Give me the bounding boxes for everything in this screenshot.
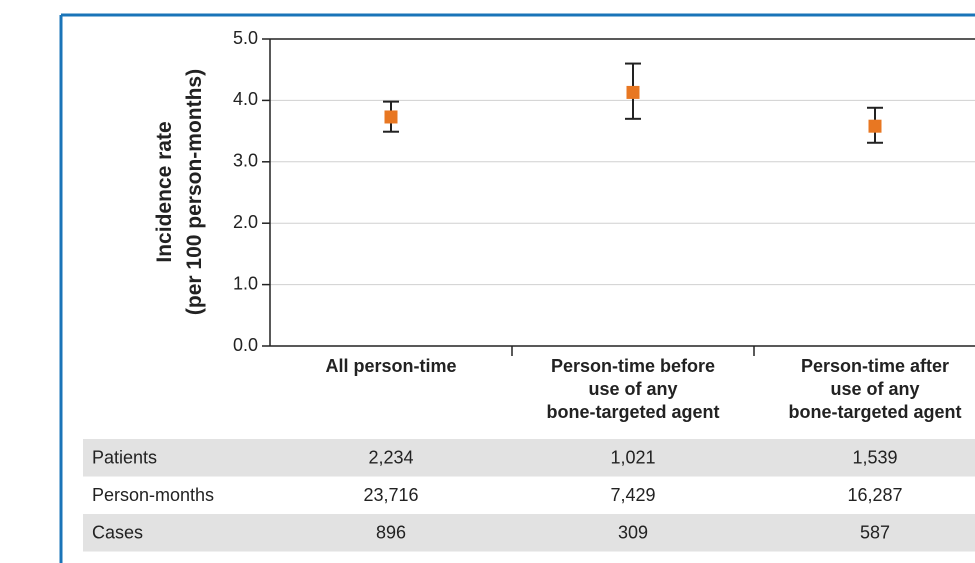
point bbox=[626, 85, 640, 99]
table-cell: 2,234 bbox=[368, 448, 413, 468]
x-tick-label: bone-targeted agent bbox=[546, 402, 719, 422]
x-tick-label: Person-time after bbox=[801, 356, 949, 376]
row-label: Patients bbox=[92, 448, 157, 468]
table-cell: 1,021 bbox=[610, 448, 655, 468]
y-tick-label: 4.0 bbox=[233, 89, 258, 109]
row-label: Cases bbox=[92, 523, 143, 543]
y-tick-label: 1.0 bbox=[233, 273, 258, 293]
point bbox=[384, 110, 398, 124]
y-tick-label: 5.0 bbox=[233, 28, 258, 48]
y-axis-title-line: (per 100 person-months) bbox=[183, 69, 206, 315]
y-axis-title-line: Incidence rate bbox=[153, 121, 176, 262]
x-tick-label: use of any bbox=[588, 379, 677, 399]
x-tick-label: use of any bbox=[830, 379, 919, 399]
table-cell: 16,287 bbox=[847, 485, 902, 505]
x-tick-label: All person-time bbox=[325, 356, 456, 376]
table-cell: 1,539 bbox=[852, 448, 897, 468]
point bbox=[868, 119, 882, 133]
table-row-bg bbox=[83, 439, 975, 477]
table-cell: 587 bbox=[860, 523, 890, 543]
table-cell: 309 bbox=[618, 523, 648, 543]
x-tick-label: bone-targeted agent bbox=[788, 402, 961, 422]
row-label: Person-months bbox=[92, 485, 214, 505]
table-cell: 896 bbox=[376, 523, 406, 543]
y-tick-label: 0.0 bbox=[233, 335, 258, 355]
y-axis-title: Incidence rate (per 100 person-months) bbox=[153, 69, 206, 315]
table-cell: 23,716 bbox=[363, 485, 418, 505]
x-tick-label: Person-time before bbox=[551, 356, 715, 376]
table-cell: 7,429 bbox=[610, 485, 655, 505]
table-row-bg bbox=[83, 514, 975, 552]
y-tick-label: 2.0 bbox=[233, 212, 258, 232]
y-tick-label: 3.0 bbox=[233, 151, 258, 171]
